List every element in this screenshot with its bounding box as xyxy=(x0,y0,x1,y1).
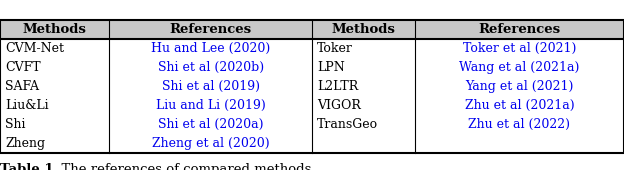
Text: Shi et al (2019): Shi et al (2019) xyxy=(162,80,260,93)
Text: Hu and Lee (2020): Hu and Lee (2020) xyxy=(151,42,270,55)
Text: Zhu et al (2021a): Zhu et al (2021a) xyxy=(465,99,574,112)
Text: Zheng: Zheng xyxy=(5,137,45,150)
Text: Shi et al (2020a): Shi et al (2020a) xyxy=(158,118,263,131)
Text: Shi et al (2020b): Shi et al (2020b) xyxy=(157,61,264,74)
Text: Methods: Methods xyxy=(331,23,396,36)
Text: CVFT: CVFT xyxy=(5,61,41,74)
Text: SAFA: SAFA xyxy=(5,80,39,93)
Bar xyxy=(0,20,624,39)
Text: CVM-Net: CVM-Net xyxy=(5,42,64,55)
Text: Toker: Toker xyxy=(317,42,353,55)
Text: Liu&Li: Liu&Li xyxy=(5,99,49,112)
Text: Zhu et al (2022): Zhu et al (2022) xyxy=(469,118,570,131)
Text: The references of compared methods: The references of compared methods xyxy=(53,163,311,170)
Text: Toker et al (2021): Toker et al (2021) xyxy=(463,42,576,55)
Text: LPN: LPN xyxy=(317,61,344,74)
Text: Zheng et al (2020): Zheng et al (2020) xyxy=(152,137,270,150)
Text: VIGOR: VIGOR xyxy=(317,99,361,112)
Bar xyxy=(0,20,624,153)
Text: Yang et al (2021): Yang et al (2021) xyxy=(466,80,573,93)
Text: Shi: Shi xyxy=(5,118,26,131)
Text: References: References xyxy=(170,23,251,36)
Text: Wang et al (2021a): Wang et al (2021a) xyxy=(459,61,580,74)
Text: References: References xyxy=(479,23,560,36)
Text: Table 1: Table 1 xyxy=(0,163,54,170)
Text: TransGeo: TransGeo xyxy=(317,118,378,131)
Text: Methods: Methods xyxy=(22,23,87,36)
Text: Liu and Li (2019): Liu and Li (2019) xyxy=(156,99,265,112)
Text: L2LTR: L2LTR xyxy=(317,80,358,93)
